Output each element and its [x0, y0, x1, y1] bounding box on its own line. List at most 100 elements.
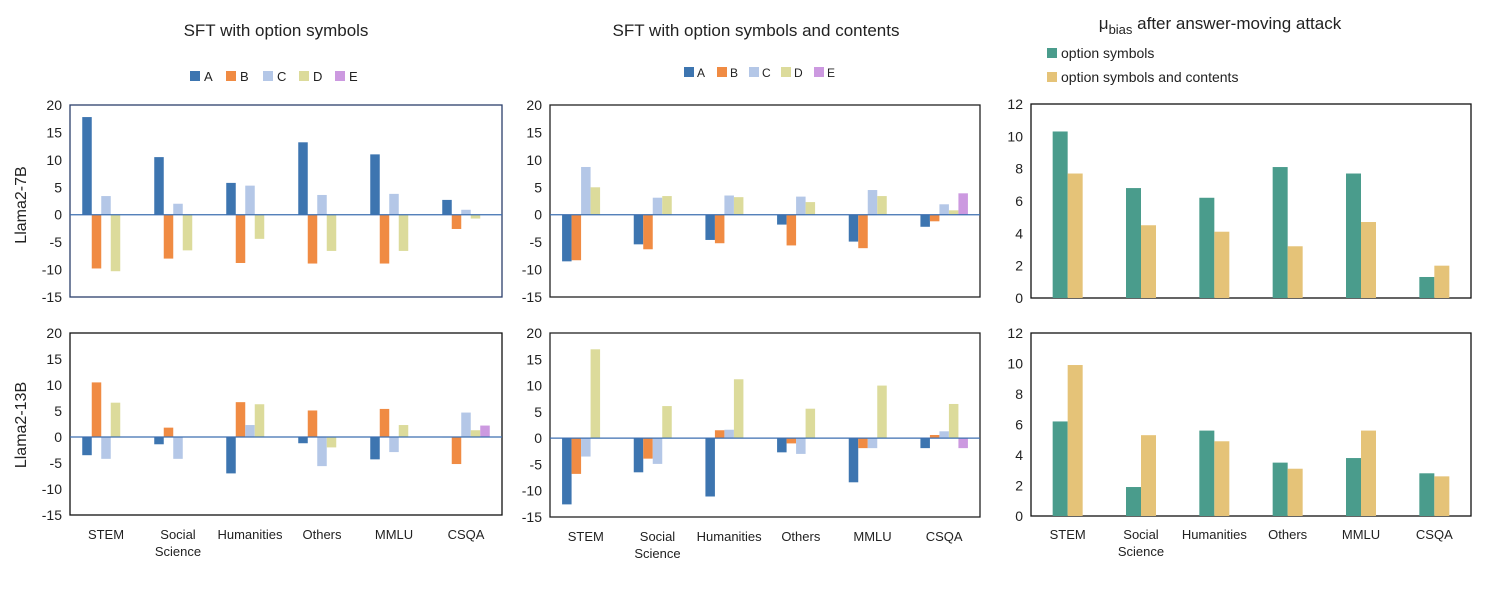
y-tick-label: 12	[1007, 96, 1023, 112]
bar-b-others	[786, 214, 797, 246]
bar-e-csqa	[958, 193, 968, 215]
bar-d-stem	[110, 214, 121, 272]
bar-b-mmlu	[858, 214, 868, 249]
y-tick-label: 0	[534, 207, 542, 223]
y-tick-label: 5	[54, 179, 62, 195]
bar-b-humanities	[714, 214, 725, 244]
bar-d-mmlu	[877, 196, 887, 215]
bar-d-mmlu	[877, 385, 887, 439]
bar-option-symbols-social-science	[1126, 188, 1141, 298]
bar-c-mmlu	[389, 193, 399, 215]
y-tick-label: 12	[1007, 325, 1023, 341]
category-label: Social	[160, 527, 196, 542]
bar-c-social-science	[173, 437, 183, 459]
legend-col1-label-e: E	[349, 69, 358, 84]
y-tick-label: 5	[534, 179, 542, 195]
y-tick-label: 15	[46, 124, 62, 140]
bar-option-symbols-and-contents-others	[1287, 246, 1303, 298]
bar-a-others	[298, 437, 308, 444]
bar-option-symbols-csqa	[1419, 276, 1435, 298]
y-tick-label: 0	[1015, 290, 1023, 306]
category-label: Others	[1268, 527, 1308, 542]
bar-d-humanities	[733, 197, 744, 215]
category-labels: STEM Social Science Humanities Others MMLU CSQ…	[88, 527, 1453, 561]
bar-d-csqa	[948, 210, 959, 215]
bar-a-humanities	[226, 437, 236, 474]
y-tick-label: 5	[54, 403, 62, 419]
y-tick-label: 4	[1015, 447, 1023, 463]
bar-a-others	[777, 214, 787, 225]
bar-d-csqa	[470, 214, 481, 219]
legend-col3-label-contents: option symbols and contents	[1061, 69, 1238, 85]
category-label: Humanities	[217, 527, 283, 542]
y-tick-label: 2	[1015, 258, 1023, 274]
y-tick-label: -5	[50, 455, 63, 471]
title-col3: μbias after answer-moving attack	[1099, 14, 1342, 37]
y-tick-label: -15	[522, 509, 542, 525]
bar-option-symbols-others	[1272, 462, 1288, 516]
y-tick-label: -10	[42, 481, 62, 497]
y-tick-label: 5	[534, 404, 542, 420]
category-label: MMLU	[853, 529, 891, 544]
chart-panel-2: 20 15 10 5 0 -5 -10 -15	[522, 97, 981, 305]
y-tick-label: 10	[526, 378, 542, 394]
legend-col1-swatch-d	[299, 71, 309, 81]
legend-col1-swatch-a	[190, 71, 200, 81]
category-label: STEM	[88, 527, 124, 542]
bar-b-others	[786, 438, 797, 444]
bar-e-csqa	[480, 425, 490, 437]
bar-a-mmlu	[848, 438, 859, 483]
y-tick-label: -10	[42, 262, 62, 278]
legend-col2-swatch-b	[717, 67, 727, 77]
category-label: CSQA	[1416, 527, 1453, 542]
legend-col3-label-symbols: option symbols	[1061, 45, 1154, 61]
y-tick-label: 15	[46, 351, 62, 367]
bar-c-others	[796, 438, 806, 454]
bar-option-symbols-stem	[1052, 131, 1068, 298]
bar-b-others	[307, 214, 318, 264]
bar-c-stem	[101, 196, 111, 215]
category-label: Science	[1118, 544, 1164, 559]
category-label: MMLU	[1342, 527, 1380, 542]
bar-c-humanities	[724, 429, 734, 439]
title-col3-rest: after answer-moving attack	[1132, 14, 1341, 33]
bar-c-social-science	[652, 197, 663, 215]
bar-c-social-science	[652, 438, 663, 464]
bar-option-symbols-and-contents-mmlu	[1361, 222, 1376, 298]
title-col1: SFT with option symbols	[184, 21, 369, 40]
bar-option-symbols-and-contents-humanities	[1214, 441, 1230, 516]
bar-e-csqa	[958, 438, 968, 449]
plot-frame	[1030, 103, 1472, 299]
category-label: Social	[640, 529, 676, 544]
legend-col1-label-d: D	[313, 69, 322, 84]
bar-option-symbols-humanities	[1199, 197, 1215, 298]
y-tick-label: 15	[526, 124, 542, 140]
bar-c-csqa	[939, 431, 949, 439]
bar-option-symbols-and-contents-csqa	[1434, 265, 1450, 298]
bar-d-others	[326, 437, 337, 448]
y-tick-label: 0	[1015, 508, 1023, 524]
bar-c-others	[317, 437, 327, 467]
bar-a-csqa	[442, 199, 452, 215]
y-tick-label: -5	[530, 234, 543, 250]
bar-a-stem	[82, 117, 92, 215]
bar-d-others	[805, 408, 816, 439]
y-tick-label: 20	[526, 325, 542, 341]
plot-frame	[69, 104, 503, 298]
bar-b-mmlu	[379, 214, 390, 264]
bar-c-stem	[581, 438, 591, 457]
legend-col1-label-b: B	[240, 69, 249, 84]
y-tick-label: 8	[1015, 161, 1023, 177]
bar-b-mmlu	[858, 438, 868, 449]
legend-col2-swatch-a	[684, 67, 694, 77]
bar-option-symbols-humanities	[1199, 430, 1215, 516]
plot-frame	[69, 332, 503, 516]
bar-option-symbols-and-contents-stem	[1067, 365, 1083, 516]
bar-b-stem	[91, 382, 102, 437]
y-tick-label: -15	[42, 289, 62, 305]
bar-a-others	[298, 142, 308, 215]
bar-b-stem	[571, 214, 582, 261]
y-tick-label: 20	[46, 325, 62, 341]
legend-col1-swatch-e	[335, 71, 345, 81]
category-label: Humanities	[1182, 527, 1248, 542]
